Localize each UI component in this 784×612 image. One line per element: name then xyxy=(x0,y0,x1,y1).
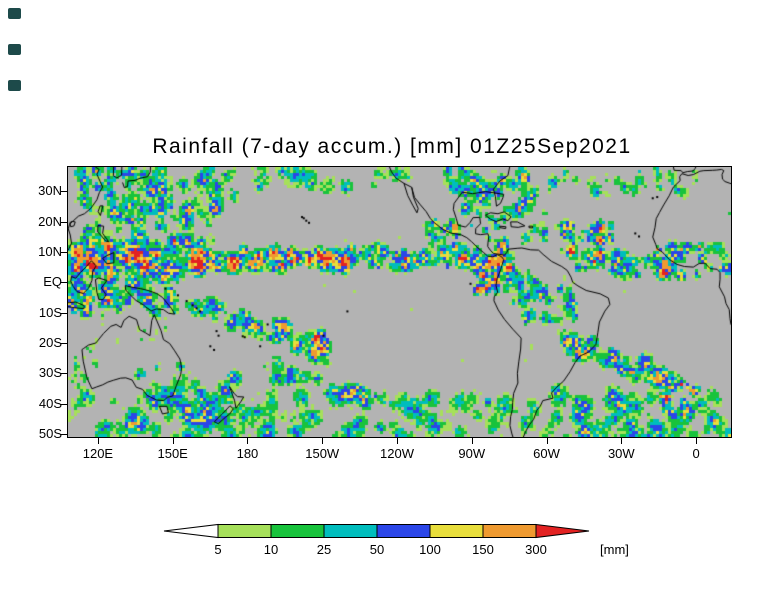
colorbar-scale xyxy=(163,523,590,539)
y-tick-label: 20N xyxy=(38,213,62,229)
colorbar-under-arrow xyxy=(163,523,219,539)
x-tick-mark xyxy=(696,438,698,444)
window-artifact-mark xyxy=(8,8,21,19)
colorbar-unit-label: [mm] xyxy=(600,542,629,557)
y-tick-mark xyxy=(61,403,67,405)
colorbar-tick-label: 300 xyxy=(525,542,547,557)
colorbar: [mm] 5 10 25 50 100 150 300 xyxy=(160,523,720,563)
colorbar-tick-label: 5 xyxy=(214,542,222,557)
y-tick-label: 10N xyxy=(38,243,62,259)
y-tick-label: 40S xyxy=(38,395,62,411)
colorbar-segment-50 xyxy=(376,524,431,538)
window-artifact-mark xyxy=(8,44,21,55)
x-tick-mark xyxy=(397,438,398,444)
x-tick-label: 120W xyxy=(380,446,414,461)
x-tick-label: 90W xyxy=(458,446,486,461)
colorbar-segment-5 xyxy=(217,524,272,538)
y-tick-mark xyxy=(61,342,67,344)
y-tick-mark xyxy=(61,433,67,435)
colorbar-segment-150 xyxy=(482,524,537,538)
x-tick-mark xyxy=(546,438,548,444)
map-plot-area: 120E 150E 180 150W 120W 90W 60W 30W 0 30N 20N 10N EQ… xyxy=(38,166,732,461)
y-tick-label: 30N xyxy=(38,183,62,199)
figure-title: Rainfall (7-day accum.) [mm] 01Z25Sep202… xyxy=(152,135,632,158)
colorbar-over-arrow xyxy=(535,523,590,539)
y-tick-label: 20S xyxy=(38,334,62,350)
colorbar-tick-label: 150 xyxy=(472,542,494,557)
y-tick-mark xyxy=(61,221,67,223)
x-tick-mark xyxy=(322,438,324,444)
x-tick-label: 60W xyxy=(533,446,560,461)
window-artifact-mark xyxy=(8,80,21,91)
x-tick-label: 180 xyxy=(236,446,259,461)
x-tick-label: 120E xyxy=(82,446,114,461)
colorbar-tick-label: 10 xyxy=(263,542,279,557)
colorbar-tick-label: 50 xyxy=(369,542,385,557)
x-tick-label: 150E xyxy=(157,446,188,461)
y-tick-mark xyxy=(61,251,67,253)
x-tick-label: 150W xyxy=(305,446,340,461)
x-tick-label: 0 xyxy=(692,446,700,461)
colorbar-segment-100 xyxy=(429,524,484,538)
y-tick-label: 30S xyxy=(38,365,62,381)
x-tick-mark xyxy=(97,438,99,444)
y-tick-label: 10S xyxy=(38,304,62,320)
x-tick-mark xyxy=(471,438,473,444)
x-tick-mark xyxy=(247,438,249,444)
y-tick-label: 50S xyxy=(38,425,62,441)
y-tick-mark xyxy=(61,282,67,284)
rainfall-heatmap-canvas xyxy=(67,166,732,438)
x-tick-label: 30W xyxy=(607,446,635,461)
x-tick-mark xyxy=(621,438,623,444)
y-tick-mark xyxy=(61,191,67,193)
colorbar-tick-label: 100 xyxy=(419,542,441,557)
colorbar-segment-10 xyxy=(270,524,325,538)
y-tick-mark xyxy=(61,373,67,375)
colorbar-tick-label: 25 xyxy=(316,542,332,557)
y-tick-label: EQ xyxy=(43,274,62,290)
x-tick-mark xyxy=(172,438,174,444)
y-tick-mark xyxy=(61,312,67,314)
colorbar-segment-25 xyxy=(323,524,378,538)
